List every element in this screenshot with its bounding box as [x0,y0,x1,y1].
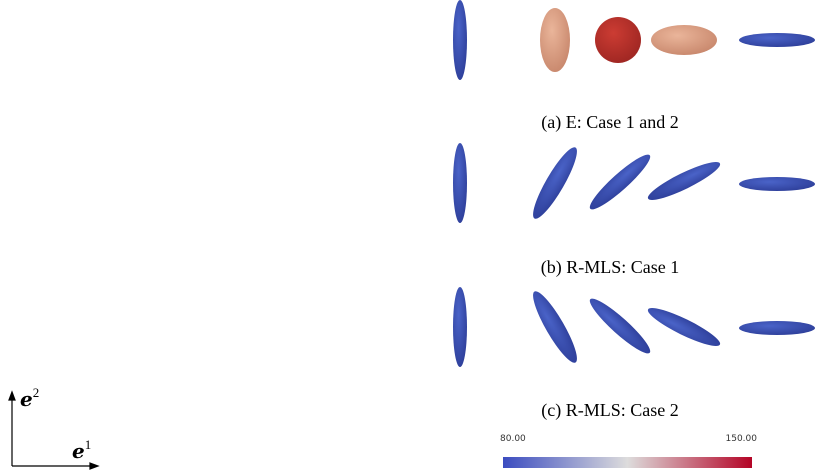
symbol: e [20,387,33,411]
ellipsoid [453,287,467,367]
ellipsoid [453,0,467,80]
ellipsoid [595,17,641,63]
figure: (a) E: Case 1 and 2 (b) R-MLS: Case 1 (c… [0,0,815,473]
ellipsoid [527,287,584,367]
ellipsoid [585,293,655,358]
ellipsoid [453,143,467,223]
symbol: e [72,439,85,463]
index: 2 [33,385,40,400]
row-b [453,143,815,223]
ellipsoid [739,177,815,191]
ellipsoid [645,156,724,205]
ellipsoid [585,149,655,214]
e1-label: e1 [72,437,91,463]
ellipsoid [527,143,584,223]
row-a [453,0,815,80]
ellipsoid [739,321,815,335]
colorbar-max: 150.00 [726,434,758,444]
ellipsoid [739,33,815,47]
colorbar [503,457,752,468]
e2-label: e2 [20,385,39,411]
caption: (a) E: Case 1 and 2 [541,112,678,133]
ellipsoid [651,25,717,55]
caption: (b) R-MLS: Case 1 [541,257,680,278]
colorbar-min: 80.00 [500,434,526,444]
index: 1 [85,437,92,452]
ellipsoid [540,8,570,72]
caption: (c) R-MLS: Case 2 [541,400,678,421]
row-c [453,287,815,367]
ellipsoid [645,302,724,351]
